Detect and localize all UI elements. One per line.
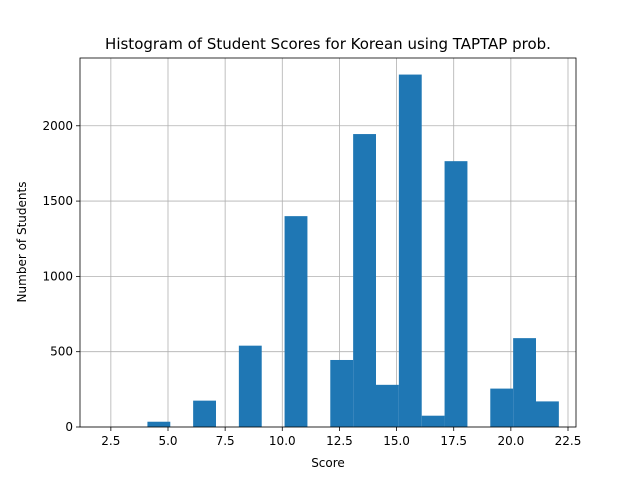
x-tick-label-3: 10.0 — [269, 434, 296, 448]
y-tick-label-4: 2000 — [42, 119, 73, 133]
bar-6 — [376, 384, 399, 427]
bar-5 — [353, 134, 376, 427]
bar-11 — [513, 338, 536, 427]
x-tick-label-8: 22.5 — [555, 434, 582, 448]
x-tick-label-4: 12.5 — [326, 434, 353, 448]
y-tick-label-3: 1500 — [42, 194, 73, 208]
bar-1 — [193, 400, 216, 427]
bar-9 — [444, 161, 468, 428]
bar-7 — [398, 74, 422, 427]
y-tick-label-0: 0 — [65, 420, 73, 434]
y-tick-label-2: 1000 — [42, 269, 73, 283]
x-tick-label-1: 5.0 — [158, 434, 177, 448]
x-tick-label-2: 7.5 — [216, 434, 235, 448]
bar-10 — [490, 388, 514, 427]
bar-0 — [147, 421, 171, 427]
bar-3 — [284, 216, 308, 427]
bar-12 — [536, 401, 559, 427]
y-axis-ticks: 0 500 1000 1500 2000 — [42, 119, 80, 434]
bar-8 — [421, 415, 445, 427]
chart-title: Histogram of Student Scores for Korean u… — [105, 35, 551, 53]
bars — [147, 74, 559, 428]
x-tick-label-7: 20.0 — [497, 434, 524, 448]
x-tick-label-0: 2.5 — [101, 434, 120, 448]
bar-2 — [238, 345, 262, 427]
y-tick-label-1: 500 — [50, 345, 73, 359]
x-axis-ticks: 2.5 5.0 7.5 10.0 12.5 15.0 17.5 20.0 22.5 — [101, 427, 581, 448]
plot-frame — [79, 57, 577, 428]
x-tick-label-6: 17.5 — [440, 434, 467, 448]
bar-4 — [330, 359, 354, 427]
x-axis-label: Score — [311, 456, 345, 470]
x-tick-label-5: 15.0 — [383, 434, 410, 448]
y-axis-label: Number of Students — [15, 182, 29, 303]
